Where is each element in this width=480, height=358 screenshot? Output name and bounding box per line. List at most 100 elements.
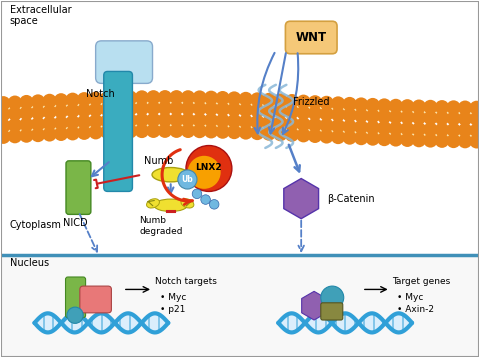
Circle shape: [135, 113, 149, 127]
Circle shape: [273, 105, 288, 119]
Circle shape: [169, 90, 184, 105]
Circle shape: [262, 104, 276, 118]
Circle shape: [77, 115, 91, 129]
Circle shape: [458, 134, 472, 148]
Circle shape: [88, 103, 103, 117]
Circle shape: [146, 124, 161, 138]
Circle shape: [389, 110, 403, 124]
Circle shape: [216, 102, 230, 116]
Circle shape: [67, 307, 83, 323]
Circle shape: [19, 95, 34, 109]
Circle shape: [458, 123, 472, 137]
Circle shape: [308, 106, 322, 121]
FancyBboxPatch shape: [104, 72, 132, 192]
Circle shape: [296, 128, 311, 142]
Circle shape: [239, 125, 253, 140]
Circle shape: [423, 122, 438, 137]
Circle shape: [42, 127, 57, 141]
Circle shape: [42, 116, 57, 131]
Circle shape: [77, 126, 91, 140]
Circle shape: [262, 126, 276, 141]
Circle shape: [377, 132, 392, 146]
Circle shape: [446, 123, 461, 137]
Circle shape: [100, 91, 114, 106]
Circle shape: [54, 93, 68, 107]
Circle shape: [100, 125, 114, 139]
Circle shape: [65, 93, 80, 107]
Circle shape: [250, 92, 264, 107]
Circle shape: [389, 99, 403, 113]
Circle shape: [227, 125, 241, 139]
Circle shape: [123, 124, 137, 138]
Circle shape: [435, 134, 449, 148]
Circle shape: [181, 113, 195, 127]
Circle shape: [239, 103, 253, 117]
Circle shape: [135, 90, 149, 105]
Circle shape: [123, 113, 137, 127]
FancyBboxPatch shape: [286, 21, 337, 54]
Circle shape: [469, 134, 480, 149]
Text: • Axin-2: • Axin-2: [397, 305, 434, 314]
Circle shape: [308, 129, 322, 143]
Circle shape: [239, 92, 253, 106]
Circle shape: [146, 101, 161, 116]
Circle shape: [0, 118, 11, 133]
Circle shape: [366, 120, 380, 135]
Ellipse shape: [154, 199, 187, 212]
Circle shape: [285, 127, 299, 142]
Text: Target genes: Target genes: [392, 277, 450, 286]
Circle shape: [112, 113, 126, 128]
FancyBboxPatch shape: [321, 303, 343, 320]
Circle shape: [319, 118, 334, 132]
Circle shape: [54, 116, 68, 130]
Circle shape: [100, 114, 114, 128]
FancyBboxPatch shape: [66, 161, 91, 214]
Circle shape: [343, 119, 357, 134]
Text: Numb: Numb: [144, 156, 174, 166]
Circle shape: [389, 121, 403, 136]
Circle shape: [19, 117, 34, 132]
Circle shape: [77, 103, 91, 117]
Circle shape: [204, 124, 218, 139]
Circle shape: [178, 170, 197, 189]
Circle shape: [400, 99, 415, 113]
Circle shape: [192, 113, 207, 127]
Circle shape: [296, 117, 311, 131]
Circle shape: [423, 100, 438, 114]
Circle shape: [54, 127, 68, 141]
Text: Nucleus: Nucleus: [10, 258, 48, 268]
Circle shape: [65, 115, 80, 130]
Circle shape: [377, 109, 392, 124]
Circle shape: [192, 189, 202, 199]
Circle shape: [54, 104, 68, 118]
Circle shape: [201, 195, 210, 204]
Text: Ub: Ub: [181, 175, 193, 184]
Circle shape: [158, 101, 172, 115]
Circle shape: [216, 113, 230, 128]
Circle shape: [296, 106, 311, 120]
Circle shape: [239, 114, 253, 129]
Circle shape: [331, 107, 345, 122]
Circle shape: [227, 114, 241, 128]
Circle shape: [158, 124, 172, 138]
Circle shape: [169, 112, 184, 127]
Circle shape: [158, 90, 172, 105]
Circle shape: [188, 156, 221, 189]
Text: WNT: WNT: [296, 31, 327, 44]
Circle shape: [308, 118, 322, 132]
Circle shape: [8, 96, 22, 110]
Circle shape: [204, 91, 218, 105]
Circle shape: [88, 92, 103, 106]
Circle shape: [112, 124, 126, 139]
Text: Cytoplasm: Cytoplasm: [10, 219, 61, 229]
Polygon shape: [1, 97, 479, 119]
Circle shape: [354, 97, 368, 112]
Ellipse shape: [152, 168, 189, 182]
Circle shape: [273, 93, 288, 108]
Circle shape: [469, 112, 480, 126]
Circle shape: [319, 96, 334, 110]
Circle shape: [389, 132, 403, 146]
Text: • p21: • p21: [160, 305, 185, 314]
Text: • Myc: • Myc: [160, 293, 186, 302]
Circle shape: [354, 120, 368, 134]
